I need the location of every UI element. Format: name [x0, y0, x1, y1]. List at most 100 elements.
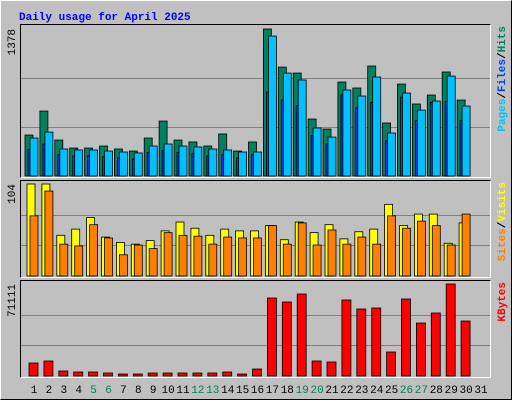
- bar: [103, 372, 113, 377]
- y-tick-label: 104: [7, 184, 19, 204]
- bar: [312, 244, 322, 277]
- x-tick-label: 13: [206, 385, 219, 397]
- bar: [178, 145, 188, 177]
- bar: [44, 131, 54, 177]
- bar: [387, 215, 397, 277]
- x-tick-label: 8: [135, 385, 142, 397]
- bar: [326, 361, 337, 377]
- bar: [446, 244, 456, 277]
- panel-bevel: [20, 180, 491, 278]
- bar: [237, 373, 248, 377]
- bar: [119, 151, 128, 177]
- x-tick-label: 4: [75, 385, 82, 397]
- bar: [402, 227, 411, 277]
- legend-separator: /: [497, 52, 509, 59]
- bar: [341, 299, 352, 377]
- x-tick-label: 16: [251, 385, 264, 397]
- bar: [29, 137, 39, 177]
- x-tick-label: 26: [400, 385, 413, 397]
- legend-separator: /: [497, 92, 509, 99]
- bar: [431, 225, 441, 277]
- bar: [416, 109, 426, 177]
- bar: [133, 152, 143, 177]
- legend-label: Visits: [497, 182, 509, 222]
- bar: [192, 372, 203, 377]
- bar: [148, 248, 158, 277]
- bar: [357, 95, 367, 177]
- bar: [88, 371, 98, 377]
- x-tick-label: 3: [60, 385, 67, 397]
- x-tick-label: 10: [161, 385, 174, 397]
- bar: [430, 312, 441, 377]
- bar: [281, 301, 292, 377]
- x-tick-label: 6: [105, 385, 112, 397]
- bar: [223, 236, 233, 277]
- x-tick-label: 11: [176, 385, 190, 397]
- y-tick-label: 1378: [7, 29, 19, 55]
- bar: [59, 243, 69, 277]
- bar: [266, 297, 277, 377]
- x-tick-label: 18: [281, 385, 294, 397]
- bar: [402, 92, 411, 177]
- bar: [59, 148, 69, 177]
- bar: [253, 237, 262, 277]
- x-tick-label: 14: [221, 385, 235, 397]
- bar: [28, 362, 39, 377]
- bar: [327, 229, 337, 277]
- bar: [253, 151, 262, 177]
- bar: [342, 89, 352, 177]
- bar: [178, 234, 188, 277]
- bar: [386, 351, 397, 377]
- x-tick-label: 23: [355, 385, 368, 397]
- x-tick-label: 9: [150, 385, 157, 397]
- bar: [445, 283, 456, 377]
- bar: [401, 298, 411, 377]
- bar: [238, 237, 248, 277]
- bar: [460, 320, 471, 377]
- bar: [327, 136, 337, 177]
- y-tick-label: 71111: [7, 284, 19, 317]
- bar: [342, 243, 352, 277]
- bar: [357, 236, 367, 277]
- bar: [119, 254, 128, 277]
- x-tick-label: 31: [474, 385, 488, 397]
- bar: [356, 308, 367, 377]
- bar: [372, 243, 382, 277]
- bar: [43, 360, 54, 377]
- bar: [163, 232, 173, 277]
- x-tick-label: 28: [430, 385, 443, 397]
- chart-title: Daily usage for April 2025: [19, 12, 191, 24]
- x-tick-label: 21: [325, 385, 339, 397]
- bar: [73, 371, 84, 377]
- x-tick-label: 22: [340, 385, 353, 397]
- panel-bevel: [20, 280, 491, 378]
- bar: [312, 127, 322, 177]
- bar: [208, 148, 218, 177]
- panel-bevel: [20, 24, 491, 178]
- bar: [89, 149, 98, 177]
- bar: [371, 307, 382, 377]
- bar: [44, 190, 54, 277]
- x-tick-label: 19: [296, 385, 309, 397]
- bar: [118, 373, 128, 377]
- bar: [133, 244, 143, 277]
- bar: [207, 372, 218, 377]
- bar: [29, 215, 39, 277]
- bar: [89, 224, 98, 277]
- bar: [74, 149, 84, 177]
- bar: [132, 373, 143, 377]
- bar: [177, 372, 188, 377]
- bar: [416, 220, 426, 277]
- legend-label: Pages: [497, 99, 509, 132]
- x-tick-label: 24: [370, 385, 384, 397]
- legend: Sites/Visits: [497, 182, 509, 261]
- x-tick-label: 7: [120, 385, 127, 397]
- bar: [282, 243, 292, 277]
- bar: [148, 145, 158, 177]
- bar: [372, 76, 382, 177]
- bar: [461, 213, 471, 277]
- bar: [162, 372, 173, 377]
